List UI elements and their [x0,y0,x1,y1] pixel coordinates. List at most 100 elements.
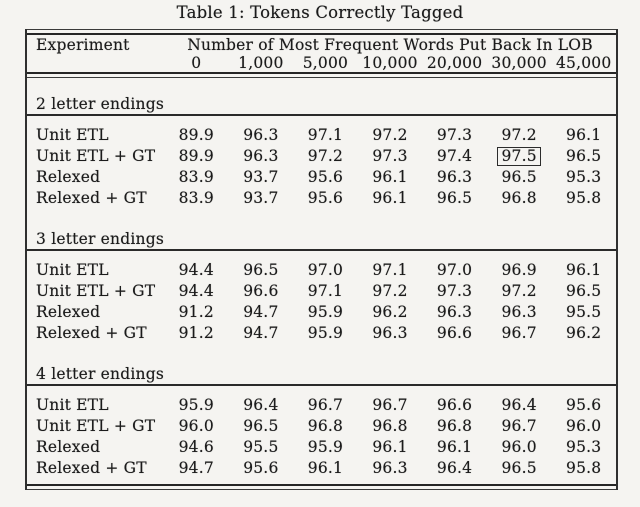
cell-value: 97.2 [501,126,537,144]
cell-value: 97.2 [372,282,408,300]
cell-value: 95.6 [243,459,279,477]
header-divider-rule [27,72,616,78]
cell-value: 96.0 [566,417,602,435]
cell-value: 96.5 [566,282,602,300]
row-label: Relexed [36,303,101,321]
boxed-best-value: 97.5 [497,147,541,166]
empty-header-cell [27,54,164,72]
cell-value: 93.7 [243,168,279,186]
cell-value: 96.4 [501,396,537,414]
table-row: Unit ETL 94.4 96.5 97.0 97.1 97.0 96.9 96.1 [27,260,616,281]
cell-value: 97.1 [307,282,344,300]
table-row: Relexed 94.6 95.5 95.9 96.1 96.1 96.0 95.3 [27,437,616,458]
cell-value: 96.2 [566,324,602,342]
table-header-row: Experiment Number of Most Frequent Words… [27,35,616,54]
cell-value: 96.1 [566,126,602,144]
cell-value: 95.6 [566,396,602,414]
row-label: Unit ETL [36,126,109,144]
cell-value: 95.9 [307,324,344,342]
cell-value: 96.1 [436,438,473,456]
table-caption: Table 1: Tokens Correctly Tagged [176,3,464,22]
table-row: Relexed + GT 83.9 93.7 95.6 96.1 96.5 96.8 95.8 [27,188,616,209]
row-label: Unit ETL + GT [36,147,156,165]
cell-value: 96.6 [436,324,473,342]
cell-value: 95.5 [243,438,279,456]
column-header-5000: 5,000 [302,54,349,72]
cell-value: 96.6 [436,396,473,414]
cell-value: 96.3 [243,147,279,165]
column-header-45000: 45,000 [555,54,612,72]
cell-value: 96.0 [501,438,537,456]
cell-value: 91.2 [178,324,214,342]
cell-value: 96.3 [372,459,408,477]
results-table: Experiment Number of Most Frequent Words… [25,29,618,490]
cell-value: 96.4 [436,459,473,477]
cell-value: 96.3 [436,168,473,186]
section-divider-rule [27,384,616,386]
row-label: Relexed + GT [36,459,147,477]
cell-value: 96.5 [436,189,473,207]
cell-value: 97.1 [372,261,408,279]
cell-value: 95.9 [307,438,344,456]
cell-value: 96.1 [566,261,602,279]
table-row: Relexed 83.9 93.7 95.6 96.1 96.3 96.5 95.3 [27,167,616,188]
cell-value: 96.3 [243,126,279,144]
row-label: Relexed [36,168,101,186]
experiment-column-header: Experiment [36,36,130,54]
cell-value: 97.3 [372,147,408,165]
cell-value: 96.0 [178,417,214,435]
table-row: Relexed + GT 91.2 94.7 95.9 96.3 96.6 96.7 96.2 [27,323,616,344]
cell-value: 96.3 [372,324,408,342]
cell-value: 96.8 [501,189,537,207]
section-label: 3 letter endings [36,230,164,248]
section-rows: Unit ETL 94.4 96.5 97.0 97.1 97.0 96.9 96.1 Unit… [27,251,616,344]
cell-value: 96.5 [243,261,279,279]
table-row: Unit ETL + GT 96.0 96.5 96.8 96.8 96.8 96.7 96.… [27,416,616,437]
section-rows: Unit ETL 95.9 96.4 96.7 96.7 96.6 96.4 95.6 Unit… [27,386,616,479]
cell-value: 91.2 [178,303,214,321]
table-section: 3 letter endings Unit ETL 94.4 96.5 97.0 97.1… [27,229,616,344]
cell-value: 94.7 [243,303,279,321]
cell-value: 96.6 [243,282,279,300]
column-header-10000: 10,000 [362,54,418,72]
cell-value: 97.2 [307,147,344,165]
cell-value: 95.6 [307,189,344,207]
cell-value: 95.3 [566,168,602,186]
column-header-30000: 30,000 [491,54,547,72]
cell-value: 97.0 [307,261,344,279]
cell-value: 96.7 [501,417,537,435]
table-row: Relexed 91.2 94.7 95.9 96.2 96.3 96.3 95.5 [27,302,616,323]
cell-value: 96.8 [436,417,473,435]
table-section: 4 letter endings Unit ETL 95.9 96.4 96.7 96.7… [27,364,616,479]
row-label: Unit ETL + GT [36,417,156,435]
spanning-column-header: Number of Most Frequent Words Put Back I… [187,36,593,54]
table-body: 2 letter endings Unit ETL 89.9 96.3 97.1 97.2… [27,78,616,479]
cell-value: 96.1 [372,168,408,186]
row-label: Relexed + GT [36,324,147,342]
cell-value: 97.1 [307,126,344,144]
section-label: 4 letter endings [36,365,164,383]
cell-value: 93.7 [243,189,279,207]
cell-value: 89.9 [178,147,214,165]
section-divider-rule [27,249,616,251]
cell-value: 96.1 [307,459,344,477]
table-row: Unit ETL 89.9 96.3 97.1 97.2 97.3 97.2 96.1 [27,125,616,146]
table-row: Unit ETL + GT 89.9 96.3 97.2 97.3 97.4 97.5 96.… [27,146,616,167]
cell-value: 97.0 [436,261,473,279]
table-section: 2 letter endings Unit ETL 89.9 96.3 97.1 97.2… [27,94,616,209]
table-row: Unit ETL + GT 94.4 96.6 97.1 97.2 97.3 97.2 96.… [27,281,616,302]
cell-value: 96.5 [566,147,602,165]
cell-value: 96.8 [307,417,344,435]
cell-value: 96.8 [372,417,408,435]
cell-value: 96.7 [372,396,408,414]
cell-value: 95.8 [566,459,602,477]
section-divider-rule [27,114,616,116]
row-label: Relexed + GT [36,189,147,207]
cell-value: 97.2 [501,282,537,300]
cell-value: 96.2 [372,303,408,321]
section-label: 2 letter endings [36,95,164,113]
cell-value: 94.4 [178,282,214,300]
column-header-20000: 20,000 [426,54,483,72]
cell-value: 96.7 [501,324,537,342]
cell-value: 96.1 [372,438,408,456]
